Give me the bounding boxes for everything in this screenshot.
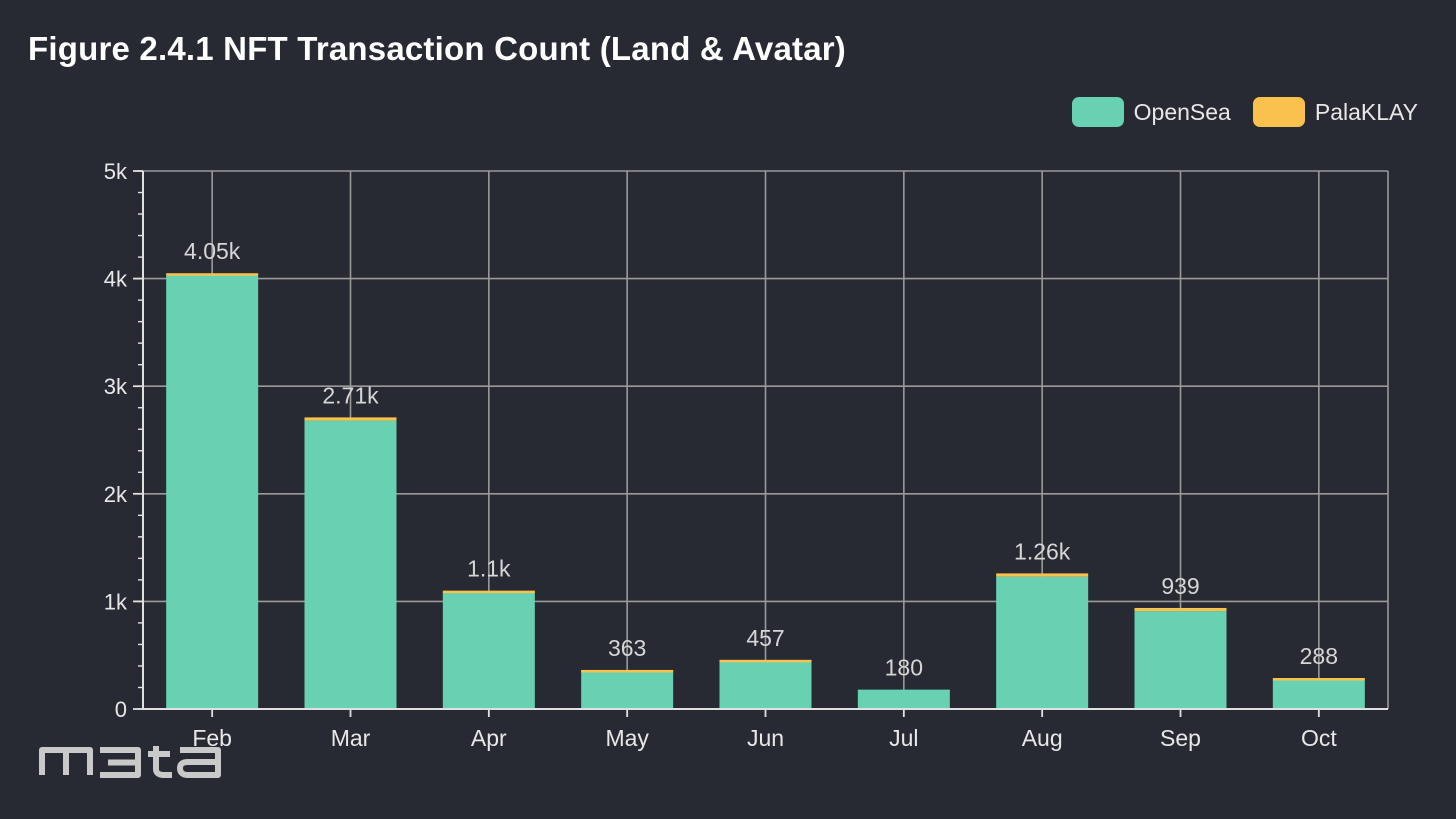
x-tick-label: Sep	[1160, 725, 1201, 751]
bar-total-label: 939	[1161, 573, 1199, 599]
bar-palaklay-mar	[304, 417, 397, 421]
legend-swatch-opensea	[1071, 97, 1124, 127]
legend-item-palaklay[interactable]: PalaKLAY	[1252, 97, 1418, 127]
bar-palaklay-sep	[1134, 607, 1227, 612]
x-tick-label: Aug	[1022, 725, 1063, 751]
legend-label-opensea: OpenSea	[1133, 98, 1231, 125]
x-tick-label: Jun	[747, 725, 784, 751]
bar-total-label: 4.05k	[184, 238, 241, 264]
bar-total-label: 2.71k	[322, 382, 379, 408]
y-tick-label: 1k	[104, 589, 128, 614]
bar-total-label: 363	[608, 635, 646, 661]
bar-opensea-feb	[166, 275, 259, 709]
y-tick-label: 3k	[104, 374, 128, 399]
bar-opensea-mar	[304, 420, 397, 709]
bar-palaklay-aug	[996, 573, 1089, 577]
bar-opensea-oct	[1272, 680, 1365, 709]
x-tick-label: Mar	[331, 725, 371, 751]
x-tick-label: Oct	[1301, 725, 1337, 751]
bar-palaklay-may	[581, 669, 674, 673]
x-tick-label: May	[605, 725, 649, 751]
bar-opensea-sep	[1134, 611, 1227, 709]
chart-legend: OpenSea PalaKLAY	[1071, 97, 1418, 127]
x-tick-label: Apr	[471, 725, 507, 751]
legend-item-opensea[interactable]: OpenSea	[1071, 97, 1231, 127]
bar-total-label: 180	[885, 655, 923, 681]
y-tick-label: 0	[115, 697, 127, 722]
x-tick-label: Feb	[192, 725, 232, 751]
y-tick-label: 4k	[104, 267, 128, 292]
bar-opensea-jun	[719, 660, 812, 709]
y-tick-label: 5k	[104, 159, 128, 184]
legend-label-palaklay: PalaKLAY	[1314, 98, 1418, 125]
x-tick-label: Jul	[889, 725, 918, 751]
bar-opensea-jul	[857, 689, 950, 709]
bar-opensea-aug	[996, 576, 1089, 709]
bar-palaklay-jun	[719, 659, 812, 663]
legend-swatch-palaklay	[1252, 97, 1305, 127]
y-tick-label: 2k	[104, 482, 128, 507]
bar-palaklay-oct	[1272, 678, 1365, 681]
bar-total-label: 457	[746, 625, 784, 651]
bar-palaklay-feb	[166, 273, 259, 276]
bar-palaklay-apr	[442, 590, 535, 594]
bar-total-label: 288	[1300, 643, 1338, 669]
chart-title: Figure 2.4.1 NFT Transaction Count (Land…	[28, 30, 846, 67]
bar-total-label: 1.26k	[1014, 538, 1071, 564]
bar-opensea-may	[581, 670, 674, 709]
bar-total-label: 1.1k	[467, 556, 511, 582]
m3ta-logo	[39, 746, 221, 778]
bar-opensea-apr	[442, 591, 535, 709]
